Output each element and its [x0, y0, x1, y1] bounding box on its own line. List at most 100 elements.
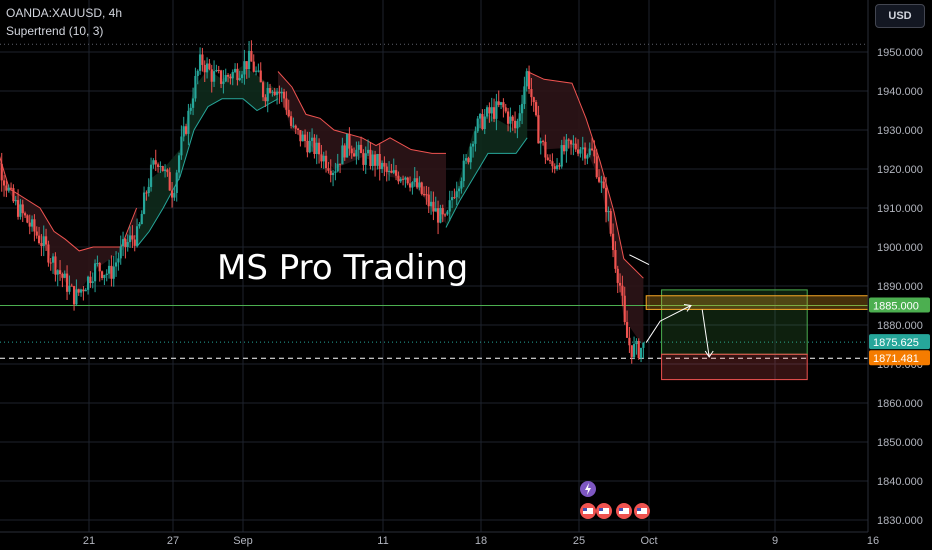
candle-body: [415, 178, 419, 188]
candle-body: [450, 197, 454, 201]
candle-body: [341, 145, 344, 165]
candle-body: [40, 243, 43, 247]
candle-body: [462, 160, 465, 182]
candle-body: [513, 120, 517, 129]
candle-body: [257, 70, 260, 72]
trend-line: [629, 254, 650, 265]
candle-body: [541, 140, 545, 142]
candle-body: [65, 273, 69, 292]
candle-body: [196, 70, 199, 76]
candle-body: [103, 275, 106, 279]
candle-body: [215, 69, 218, 72]
candle-body: [397, 175, 400, 182]
candle-body: [289, 116, 293, 126]
candle-body: [16, 200, 20, 217]
candle-body: [70, 285, 73, 287]
candle-body: [30, 219, 34, 227]
candle-body: [56, 270, 59, 275]
candle-body: [324, 155, 328, 169]
price-label-bg: [869, 334, 930, 350]
candle-body: [233, 68, 237, 72]
candle-body: [616, 268, 619, 283]
candle-body: [443, 214, 447, 216]
x-tick-label: 18: [475, 535, 487, 547]
candle-body: [637, 340, 640, 359]
candle-body: [294, 125, 297, 129]
candle-body: [390, 170, 393, 173]
x-tick-label: 9: [772, 535, 778, 547]
x-tick-label: Sep: [233, 535, 253, 547]
candle-body: [366, 149, 370, 154]
candle-body: [107, 265, 111, 274]
x-tick-label: 11: [377, 535, 388, 547]
candle-body: [322, 155, 325, 162]
lightning-event-icon[interactable]: [580, 481, 596, 497]
supertrend-fill: [527, 71, 644, 347]
y-tick-label: 1850.000: [877, 437, 923, 449]
candle-body: [320, 154, 323, 162]
candle-body: [163, 169, 167, 172]
candle-body: [446, 211, 449, 215]
candle-body: [315, 142, 318, 155]
candle-body: [121, 239, 125, 247]
us-flag-event-icon[interactable]: [596, 503, 612, 519]
candle-body: [418, 182, 421, 188]
arrow-down: [701, 309, 710, 358]
candle-body: [229, 76, 232, 79]
y-tick-label: 1840.000: [877, 476, 923, 488]
candle-body: [383, 162, 386, 167]
candle-body: [434, 208, 437, 212]
candle-body: [313, 137, 316, 155]
candle-body: [429, 201, 433, 207]
candle-body: [362, 153, 365, 165]
candle-body: [413, 178, 416, 183]
candle-body: [68, 285, 71, 292]
candle-body: [138, 224, 141, 227]
candle-body: [600, 181, 603, 183]
candle-body: [546, 157, 549, 161]
x-tick-label: 27: [167, 535, 179, 547]
candle-body: [560, 145, 563, 167]
candle-body: [544, 141, 547, 158]
candle-body: [532, 97, 535, 103]
candle-body: [159, 166, 162, 168]
candle-body: [502, 102, 505, 108]
price-label-bg: [869, 350, 930, 366]
candle-body: [343, 145, 346, 158]
candle-body: [345, 133, 349, 158]
candle-body: [245, 61, 248, 70]
candle-body: [126, 242, 129, 248]
candle-body: [240, 74, 244, 79]
candle-body: [166, 169, 169, 173]
y-tick-label: 1950.000: [877, 47, 923, 59]
us-flag-event-icon[interactable]: [580, 503, 596, 519]
candle-body: [569, 140, 573, 145]
supertrend-line: [445, 137, 528, 228]
candle-body: [432, 201, 435, 212]
candle-body: [639, 347, 643, 359]
candle-body: [61, 274, 64, 278]
candle-body: [278, 91, 281, 94]
candle-body: [194, 75, 197, 99]
candle-body: [504, 107, 507, 112]
candle-body: [401, 178, 405, 180]
candle-body: [464, 158, 468, 161]
candle-body: [58, 270, 62, 275]
y-tick-label: 1880.000: [877, 320, 923, 332]
currency-button[interactable]: USD: [875, 4, 925, 28]
y-tick-label: 1900.000: [877, 242, 923, 254]
supertrend-fill: [0, 157, 137, 292]
candle-body: [609, 211, 612, 234]
candle-body: [618, 282, 622, 286]
us-flag-event-icon[interactable]: [616, 503, 632, 519]
candle-body: [133, 239, 136, 246]
candle-body: [385, 166, 388, 172]
candle-body: [572, 143, 575, 145]
candle-body: [488, 107, 491, 114]
us-flag-event-icon[interactable]: [634, 503, 650, 519]
candle-body: [457, 188, 461, 192]
candle-body: [180, 136, 183, 156]
candle-body: [54, 256, 57, 275]
y-tick-label: 1910.000: [877, 203, 923, 215]
